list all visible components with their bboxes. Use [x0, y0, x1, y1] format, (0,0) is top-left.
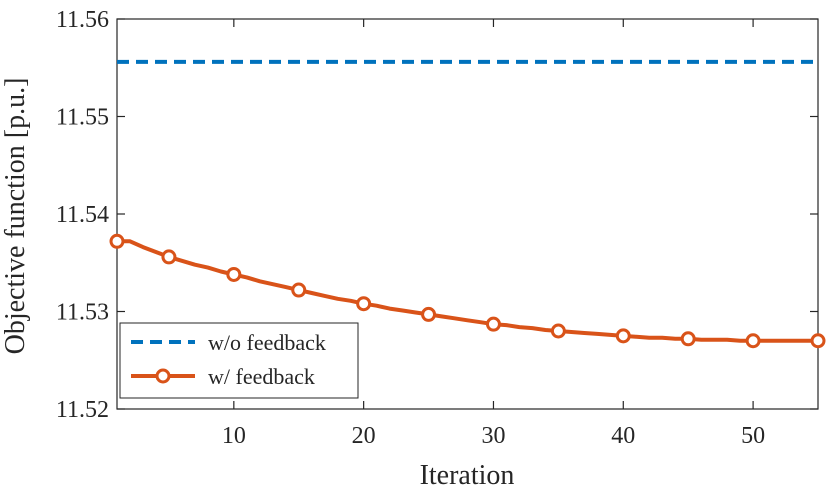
x-tick-label: 10: [222, 423, 246, 449]
data-point-marker: [550, 323, 566, 339]
x-tick-label: 40: [611, 423, 635, 449]
data-point-marker: [421, 306, 437, 322]
data-point-marker: [745, 333, 761, 349]
data-point-marker: [226, 266, 242, 282]
legend-label-w-feedback: w/ feedback: [208, 364, 315, 389]
legend: w/o feedback w/ feedback: [119, 322, 359, 399]
ticks-layer: 10 20 30 40 50 11.52 11.53 11.54 11.55 11.56: [56, 7, 818, 449]
data-point-marker: [356, 296, 372, 312]
x-axis-label: Iteration: [420, 460, 515, 491]
legend-marker-w-feedback: [155, 368, 171, 384]
data-point-marker: [680, 331, 696, 347]
legend-label-w-o-feedback: w/o feedback: [208, 330, 326, 355]
x-tick-label: 20: [352, 423, 376, 449]
data-point-marker: [161, 249, 177, 265]
x-tick-label: 50: [741, 423, 765, 449]
data-point-marker: [109, 233, 125, 249]
series-layer: [109, 59, 826, 349]
y-axis-label: Objective function [p.u.]: [0, 78, 31, 355]
data-point-marker: [291, 282, 307, 298]
legend-box: [119, 322, 359, 399]
y-tick-label: 11.55: [56, 105, 109, 131]
y-tick-label: 11.56: [56, 7, 109, 33]
x-tick-label: 30: [481, 423, 505, 449]
data-point-marker: [810, 333, 826, 349]
y-tick-label: 11.54: [56, 202, 109, 228]
data-point-marker: [485, 316, 501, 332]
y-tick-label: 11.53: [56, 300, 109, 326]
data-point-marker: [615, 328, 631, 344]
y-tick-label: 11.52: [56, 397, 109, 423]
